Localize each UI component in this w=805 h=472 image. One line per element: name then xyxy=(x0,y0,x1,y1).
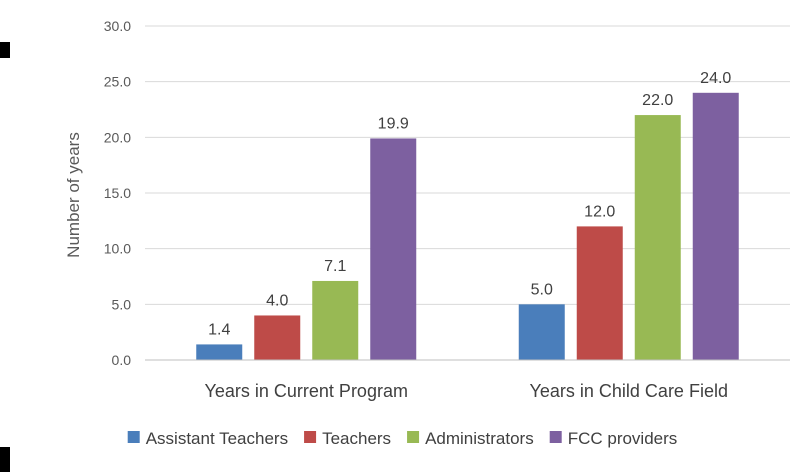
legend-label: Administrators xyxy=(425,429,534,448)
y-tick-label: 10.0 xyxy=(104,241,131,257)
category-labels: Years in Current Program Years in Child C… xyxy=(205,381,728,401)
legend-label: Assistant Teachers xyxy=(146,429,288,448)
cropped-edge-mark xyxy=(0,42,10,58)
data-label: 24.0 xyxy=(700,70,731,87)
gridlines xyxy=(145,25,790,305)
y-tick-label: 15.0 xyxy=(104,185,131,201)
category-label: Years in Current Program xyxy=(205,381,408,401)
y-tick-label: 25.0 xyxy=(104,74,131,90)
y-tick-label: 0.0 xyxy=(112,352,132,368)
legend-label: Teachers xyxy=(322,429,391,448)
legend-swatch xyxy=(304,431,317,443)
category-label: Years in Child Care Field xyxy=(530,381,728,401)
data-label: 22.0 xyxy=(642,92,673,109)
y-tick-label: 30.0 xyxy=(104,18,131,34)
y-tick-label: 5.0 xyxy=(112,296,132,312)
bar xyxy=(634,115,681,360)
bar xyxy=(254,315,301,360)
legend-swatch xyxy=(549,431,562,443)
data-label: 4.0 xyxy=(266,292,288,309)
data-labels: 1.4 4.0 7.1 19.9 5.0 12.0 22.0 24.0 xyxy=(208,70,731,339)
legend-label: FCC providers xyxy=(568,429,678,448)
data-label: 1.4 xyxy=(208,321,230,338)
y-axis-label: Number of years xyxy=(64,132,83,258)
bar xyxy=(312,280,359,360)
legend-swatch xyxy=(127,431,140,443)
data-label: 12.0 xyxy=(584,203,615,220)
bar xyxy=(692,92,739,361)
bar xyxy=(518,304,565,360)
data-label: 5.0 xyxy=(531,281,553,298)
cropped-edge-mark xyxy=(0,447,10,472)
y-tick-label: 20.0 xyxy=(104,129,131,145)
data-label: 19.9 xyxy=(378,115,409,132)
bars xyxy=(196,92,739,361)
legend: Assistant Teachers Teachers Administrators… xyxy=(127,429,678,448)
bar xyxy=(370,138,417,360)
bar xyxy=(576,226,623,360)
y-axis-ticks: 0.0 5.0 10.0 15.0 20.0 25.0 30.0 xyxy=(104,18,131,368)
data-label: 7.1 xyxy=(324,258,346,275)
legend-swatch xyxy=(407,431,420,443)
bar xyxy=(196,344,243,360)
